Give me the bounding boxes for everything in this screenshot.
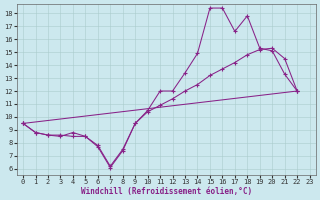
- X-axis label: Windchill (Refroidissement éolien,°C): Windchill (Refroidissement éolien,°C): [81, 187, 252, 196]
